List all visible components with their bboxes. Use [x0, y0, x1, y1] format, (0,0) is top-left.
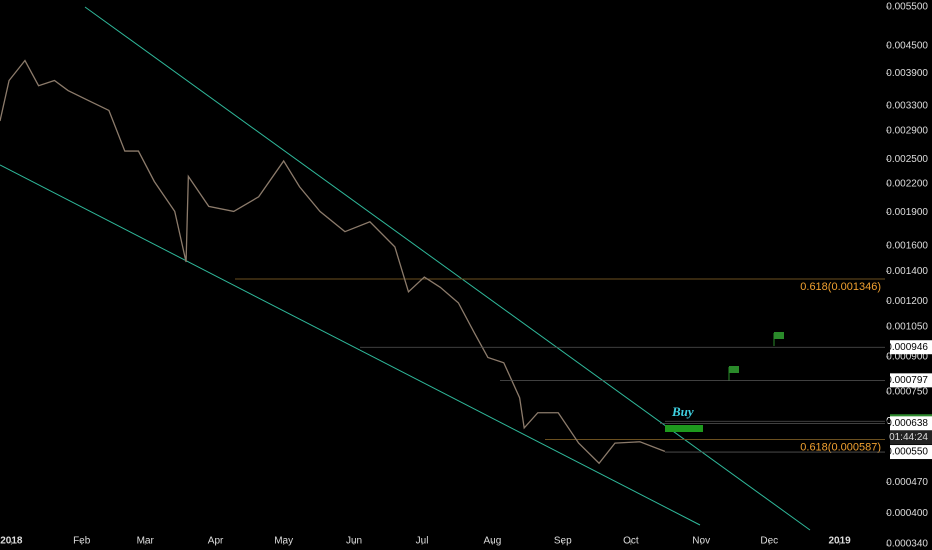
- fib-label: 0.618(0.000587): [800, 441, 881, 453]
- countdown-box: [890, 430, 932, 445]
- price-tag: [890, 373, 932, 388]
- y-tick-label: 0.001200: [886, 296, 928, 307]
- x-tick-label: Nov: [692, 536, 710, 547]
- x-tick-label: Apr: [208, 536, 224, 547]
- x-tick-label: Jul: [416, 536, 429, 547]
- y-tick-label: 0.004500: [886, 40, 928, 51]
- y-tick-label: 0.001900: [886, 207, 928, 218]
- x-tick-label: Oct: [623, 536, 639, 547]
- fib-label: 0.618(0.001346): [800, 281, 881, 293]
- y-tick-label: 0.000470: [886, 477, 928, 488]
- x-tick-label: Feb: [73, 536, 91, 547]
- x-tick-label: Mar: [137, 536, 155, 547]
- price-tag-label: 0.000946: [886, 342, 928, 353]
- y-tick-label: 0.000340: [886, 539, 928, 550]
- y-tick-label: 0.000400: [886, 508, 928, 519]
- lower-trendline: [0, 164, 701, 526]
- y-tick-label: 0.000750: [886, 387, 928, 398]
- buy-label: Buy: [671, 404, 694, 419]
- price-tag-label: 0.000550: [886, 447, 928, 458]
- price-tag-label: 0.000638: [886, 418, 928, 429]
- y-tick-label: 0.001600: [886, 240, 928, 251]
- y-tick-label: 0.003300: [886, 100, 928, 111]
- flag: [728, 366, 739, 381]
- y-tick-label: 0.002900: [886, 125, 928, 136]
- y-tick-label: 0.002200: [886, 179, 928, 190]
- flag: [773, 332, 784, 346]
- y-tick-label: 0.003900: [886, 68, 928, 79]
- price-line: [0, 59, 666, 465]
- y-tick-label: 0.002500: [886, 154, 928, 165]
- price-tag: [890, 416, 932, 431]
- y-tick-label: 0.001050: [886, 322, 928, 333]
- x-tick-label: Aug: [484, 536, 502, 547]
- x-tick-label: Jun: [346, 536, 362, 547]
- x-tick-label: Sep: [554, 536, 572, 547]
- y-tick-label: 0.000900: [886, 351, 928, 362]
- countdown: 01:44:24: [889, 432, 928, 443]
- upper-trendline: [84, 6, 811, 531]
- x-tick-label: 2019: [828, 536, 851, 547]
- x-tick-label: 2018: [0, 536, 23, 547]
- price-tag-label: 0.000797: [886, 375, 928, 386]
- y-tick-label: 0.001400: [886, 266, 928, 277]
- x-tick-label: May: [274, 536, 293, 547]
- price-tag: [890, 445, 932, 460]
- y-tick-label: 0.005500: [886, 2, 928, 13]
- buy-marker: [665, 425, 703, 432]
- x-tick-label: Dec: [760, 536, 778, 547]
- price-tag: [890, 340, 932, 355]
